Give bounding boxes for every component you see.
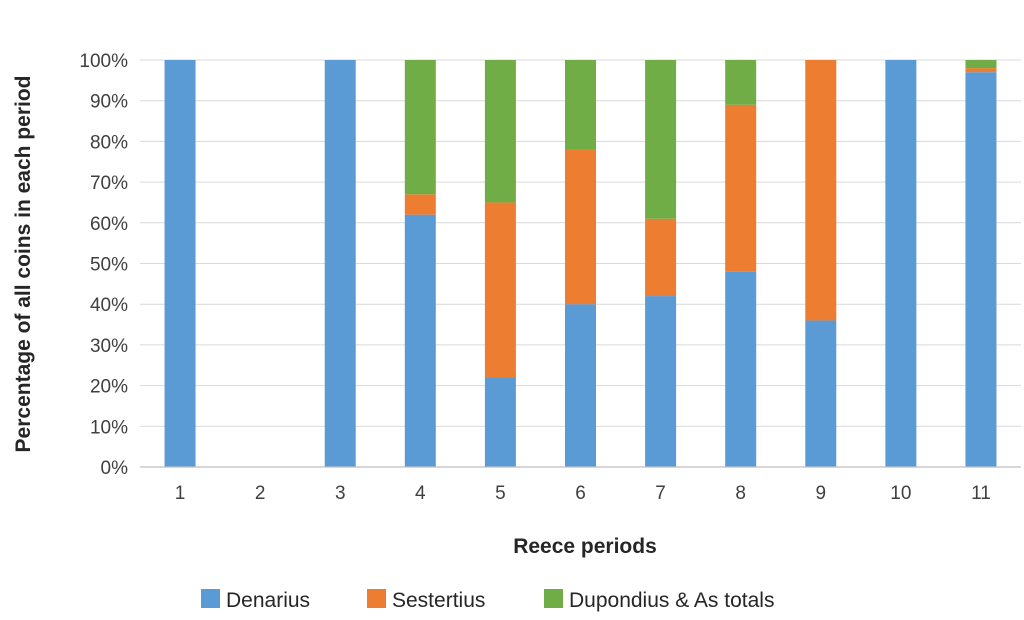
x-axis-title: Reece periods — [513, 535, 657, 558]
legend-swatch — [544, 589, 563, 608]
bar-segment — [404, 194, 436, 215]
bar-segment — [484, 202, 516, 378]
legend-swatch — [201, 589, 220, 608]
bar-segment — [645, 218, 677, 297]
bar-segment — [725, 60, 757, 105]
bar-segment — [725, 271, 757, 467]
bar-segment — [805, 60, 837, 321]
y-tick-label: 40% — [90, 295, 128, 316]
legend-label: Dupondius & As totals — [569, 589, 774, 612]
bar-segment — [484, 60, 516, 203]
x-tick-label: 7 — [655, 483, 666, 504]
x-tick-label: 8 — [735, 483, 746, 504]
x-tick-label: 9 — [815, 483, 826, 504]
x-tick-label: 2 — [255, 483, 266, 504]
bar-segment — [404, 214, 436, 467]
x-tick-label: 4 — [415, 483, 426, 504]
x-tick-label: 5 — [495, 483, 506, 504]
y-tick-label: 100% — [79, 51, 128, 72]
bars — [164, 60, 997, 468]
bar-segment — [484, 377, 516, 467]
y-tick-label: 90% — [90, 92, 128, 113]
x-tick-label: 1 — [175, 483, 186, 504]
x-tick-label: 3 — [335, 483, 346, 504]
y-tick-label: 70% — [90, 173, 128, 194]
x-tick-label: 6 — [575, 483, 586, 504]
bar-segment — [965, 72, 997, 468]
axes: 0% 10% 20% 30% 40% 50% 60% 70% 80% 90% 100% 1 2 3 4 5 6 7… — [79, 51, 1021, 504]
x-tick-label: 10 — [890, 483, 911, 504]
bar-segment — [645, 296, 677, 467]
y-tick-label: 0% — [101, 458, 129, 479]
y-tick-label: 30% — [90, 336, 128, 357]
bar-segment — [725, 104, 757, 272]
y-axis-title: Percentage of all coins in each period — [12, 76, 35, 453]
y-tick-label: 10% — [90, 417, 128, 438]
y-tick-label: 50% — [90, 255, 128, 276]
legend: Denarius Sestertius Dupondius & As totals — [201, 589, 774, 612]
legend-label: Sestertius — [392, 589, 485, 612]
x-tick-label: 11 — [971, 483, 991, 504]
bar-segment — [805, 320, 837, 467]
y-tick-label: 20% — [90, 377, 128, 398]
bar-segment — [404, 60, 436, 195]
bar-segment — [645, 60, 677, 219]
bar-segment — [965, 68, 997, 73]
legend-swatch — [367, 589, 386, 608]
legend-label: Denarius — [226, 589, 310, 612]
bar-segment — [324, 60, 356, 467]
y-tick-label: 60% — [90, 214, 128, 235]
bar-segment — [565, 60, 596, 150]
bar-segment — [885, 60, 917, 467]
bar-segment — [965, 60, 997, 69]
bar-segment — [164, 60, 196, 467]
y-tick-label: 80% — [90, 132, 128, 153]
bar-segment — [565, 304, 596, 467]
bar-segment — [565, 149, 596, 305]
